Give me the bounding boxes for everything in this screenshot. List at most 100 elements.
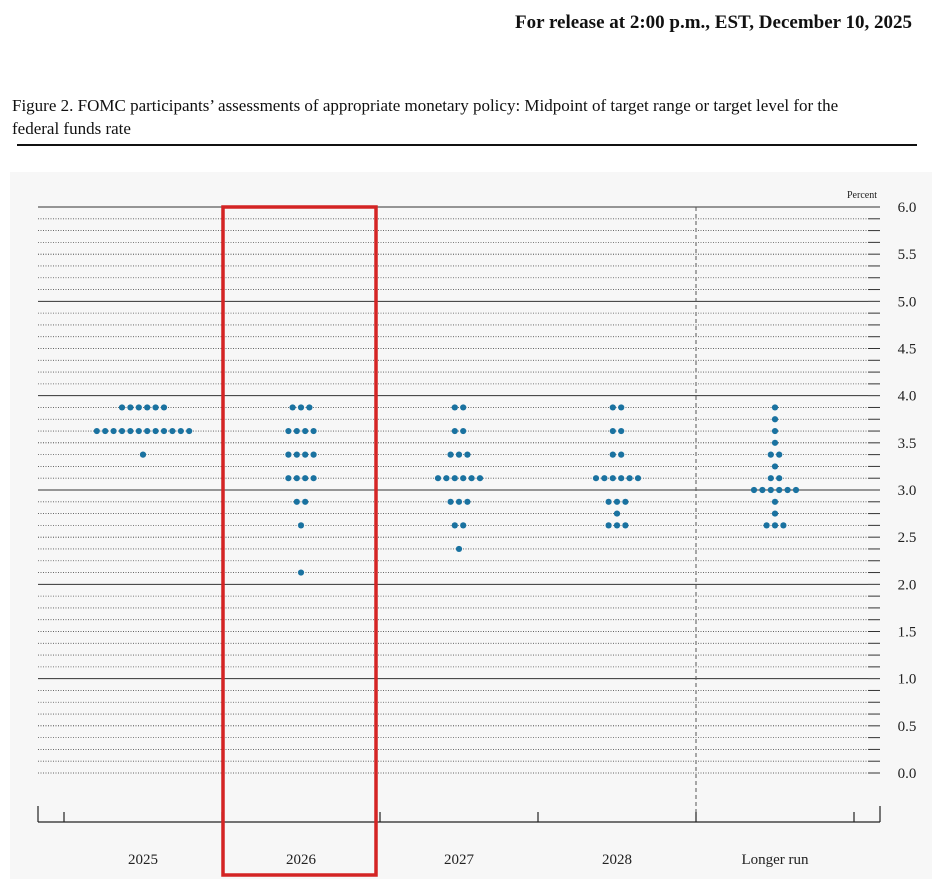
dot [139, 451, 147, 458]
dot [609, 475, 616, 482]
dot [297, 569, 305, 576]
highlight-box [221, 205, 378, 877]
dot [310, 451, 317, 458]
dot [464, 498, 471, 505]
dot [618, 427, 625, 435]
dot [127, 404, 134, 411]
x-tick-label: 2028 [602, 852, 632, 868]
dot [601, 475, 608, 482]
dot [160, 404, 168, 411]
dot [609, 451, 616, 458]
dot [293, 427, 300, 435]
dot [613, 522, 621, 529]
dot [118, 427, 126, 435]
dot [297, 522, 305, 529]
dot [622, 498, 629, 505]
dot [609, 427, 616, 435]
dot [609, 404, 616, 411]
dot [127, 427, 134, 435]
y-tick-label: 2.5 [898, 530, 917, 546]
dot [434, 475, 442, 482]
dot [160, 427, 168, 435]
y-tick-label: 4.5 [898, 342, 917, 358]
dot [289, 404, 296, 411]
release-note: For release at 2:00 p.m., EST, December … [515, 12, 912, 33]
dot [464, 451, 471, 458]
dot [285, 451, 292, 458]
dot [135, 427, 142, 435]
dot [110, 427, 117, 435]
dot [152, 427, 159, 435]
dot [763, 522, 770, 529]
dot [169, 427, 176, 435]
dot [460, 404, 467, 411]
x-tick-label: 2026 [286, 852, 317, 868]
dot [460, 427, 467, 435]
dot [767, 486, 774, 494]
dot [177, 427, 184, 435]
dot [447, 451, 454, 458]
dot [144, 404, 151, 411]
y-tick-label: 4.0 [898, 389, 917, 405]
dot [759, 486, 766, 494]
dot [767, 451, 774, 458]
y-tick-label: 3.5 [898, 436, 917, 452]
x-tick-label: 2025 [128, 852, 158, 868]
dot [613, 510, 621, 517]
dot [451, 522, 458, 529]
y-tick-label: 1.0 [898, 672, 917, 688]
dot [302, 427, 309, 435]
dot [186, 427, 193, 435]
dot [460, 475, 467, 482]
dot [771, 463, 779, 470]
x-tick-label: 2027 [444, 852, 475, 868]
dot [451, 475, 458, 482]
dot [618, 475, 625, 482]
dot [468, 475, 475, 482]
dot [613, 498, 621, 505]
dot [118, 404, 126, 411]
dot [771, 498, 779, 505]
dot [310, 427, 317, 435]
y-tick-label: 6.0 [898, 200, 917, 216]
y-tick-label: 0.5 [898, 719, 917, 735]
dot [302, 498, 309, 505]
dot [451, 404, 458, 411]
dot [460, 522, 467, 529]
dot [293, 451, 300, 458]
dot [310, 475, 317, 482]
dot [293, 498, 300, 505]
dot [618, 404, 625, 411]
figure-caption: Figure 2. FOMC participants’ assessments… [12, 96, 839, 138]
dot [293, 475, 300, 482]
dot [767, 475, 774, 482]
dot [771, 522, 779, 529]
y-tick-label: 2.0 [898, 577, 917, 593]
dot [451, 427, 458, 435]
dot [771, 416, 779, 423]
dot [784, 486, 791, 494]
dot [776, 451, 783, 458]
dot [455, 545, 463, 553]
dot [297, 404, 305, 411]
dot [285, 427, 292, 435]
dot [476, 475, 484, 482]
dot [771, 439, 779, 446]
dot [605, 498, 612, 505]
dot [306, 404, 313, 411]
y-tick-label: 1.5 [898, 625, 917, 641]
dot [144, 427, 151, 435]
y-tick-label: 0.0 [898, 766, 917, 782]
dot [771, 404, 779, 411]
dot [135, 404, 142, 411]
dot [776, 475, 783, 482]
dot [771, 510, 779, 517]
dot [626, 475, 633, 482]
y-tick-label: 3.0 [898, 483, 917, 499]
dot [634, 475, 642, 482]
y-tick-label: 5.5 [898, 247, 917, 263]
dot [622, 522, 629, 529]
dot [592, 475, 600, 482]
dot [152, 404, 159, 411]
